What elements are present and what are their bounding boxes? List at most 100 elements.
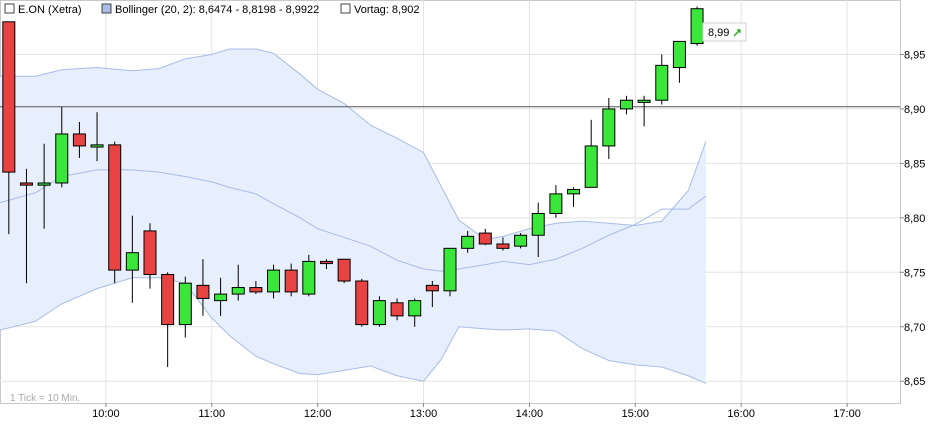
candle <box>19 168 33 284</box>
candle-body <box>72 133 86 147</box>
candle <box>637 95 651 127</box>
candle-body <box>249 287 263 293</box>
candle <box>267 264 281 299</box>
candle-body <box>372 300 386 326</box>
candle-body <box>302 260 316 295</box>
candle <box>125 215 139 303</box>
candle-body <box>390 302 404 317</box>
candle-body <box>637 99 651 103</box>
candle <box>319 259 333 270</box>
candle <box>178 276 192 338</box>
y-tick-label: 8,70 <box>904 322 925 334</box>
candle <box>619 95 633 115</box>
candle-body <box>619 99 633 110</box>
x-tick-label: 11:00 <box>198 408 225 420</box>
candle-body <box>231 287 245 295</box>
legend: E.ON (Xetra) Bollinger (20, 2): 8,6474 -… <box>4 3 419 16</box>
candle <box>425 281 439 308</box>
candle-body <box>602 108 616 147</box>
y-tick-label: 8,80 <box>904 213 925 225</box>
candle <box>408 298 422 327</box>
candle <box>337 258 351 284</box>
candle <box>602 98 616 160</box>
candle-body <box>196 284 210 299</box>
candle <box>231 264 245 301</box>
candle <box>461 230 475 253</box>
candle <box>37 143 51 229</box>
bollinger-band-fill <box>0 49 706 384</box>
candle-body <box>125 252 139 271</box>
candle-body <box>19 182 33 186</box>
candle <box>514 233 528 249</box>
candle <box>55 106 69 188</box>
candle-body <box>267 269 281 293</box>
candle-body <box>2 21 16 173</box>
candle-body <box>161 273 175 326</box>
candle-body <box>531 212 545 236</box>
candle-body <box>143 230 157 275</box>
candle-body <box>337 258 351 282</box>
x-tick-label: 16:00 <box>727 408 755 420</box>
last-price-label: 8,99 <box>708 27 729 39</box>
candle-body <box>690 8 704 45</box>
candle <box>214 277 228 316</box>
candle-body <box>514 234 528 247</box>
candle <box>72 121 86 158</box>
candle <box>284 263 298 297</box>
candle-body <box>178 282 192 326</box>
y-axis: 8,65 8,70 8,75 8,80 8,85 8,90 8,95 <box>900 49 925 388</box>
candle-body <box>408 300 422 317</box>
candle <box>478 228 492 246</box>
candle <box>249 281 263 295</box>
candle <box>584 119 598 188</box>
x-tick-label: 13:00 <box>410 408 438 420</box>
y-tick-label: 8,75 <box>904 267 925 279</box>
candle-body <box>655 64 669 101</box>
candle <box>143 223 157 289</box>
candle <box>655 54 669 105</box>
candle-body <box>108 144 122 271</box>
candle-body <box>319 260 333 265</box>
candle-body <box>549 193 563 214</box>
legend-vortag: Vortag: 8,902 <box>354 4 419 16</box>
candles <box>2 6 704 368</box>
x-tick-label: 15:00 <box>622 408 650 420</box>
last-price-marker: 8,99 ↗ <box>702 22 747 42</box>
bollinger-upper-line <box>0 48 707 241</box>
candle-body <box>672 40 686 69</box>
candle <box>196 259 210 316</box>
x-axis: 10:00 11:00 12:00 13:00 14:00 15:00 16:00 17:00 <box>92 403 861 420</box>
candle <box>531 202 545 258</box>
bollinger-band <box>0 48 707 384</box>
candle <box>161 272 175 368</box>
candle-body <box>496 243 510 249</box>
candle-body <box>90 144 104 148</box>
bollinger-middle-line <box>0 169 707 272</box>
candle-body <box>425 284 439 292</box>
y-tick-label: 8,65 <box>904 376 925 388</box>
candle-body <box>584 145 598 188</box>
legend-box-vortag <box>340 3 351 14</box>
candle <box>302 254 316 297</box>
tick-interval-note: 1 Tick = 10 Min. <box>10 393 80 404</box>
y-tick-label: 8,95 <box>904 49 925 61</box>
candle <box>372 296 386 327</box>
candle-body <box>478 232 492 245</box>
candle <box>690 6 704 46</box>
candle <box>549 185 563 218</box>
x-tick-label: 10:00 <box>92 408 120 420</box>
legend-box-bollinger <box>101 3 112 14</box>
candle-body <box>214 293 228 302</box>
candle <box>443 247 457 297</box>
x-tick-label: 14:00 <box>516 408 544 420</box>
candle <box>355 278 369 327</box>
candle-body <box>355 280 369 326</box>
candle-body <box>284 269 298 293</box>
last-price-box <box>702 22 747 42</box>
y-tick-label: 8,85 <box>904 158 925 170</box>
candle <box>108 141 122 284</box>
legend-instrument: E.ON (Xetra) <box>18 4 82 16</box>
y-tick-label: 8,90 <box>904 104 925 116</box>
